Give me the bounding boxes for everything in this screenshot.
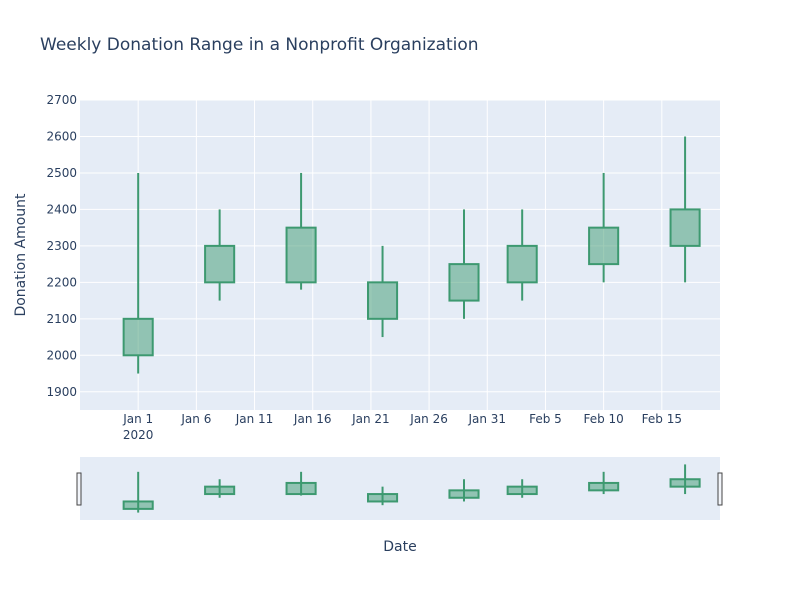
slider-candle — [122, 471, 154, 513]
y-tick-label: 2700 — [46, 93, 77, 107]
y-tick-label: 1900 — [46, 385, 77, 399]
slider-candle — [448, 479, 480, 502]
candles — [122, 136, 701, 374]
slider-candle — [506, 479, 538, 498]
x-tick-label: Feb 5 — [529, 412, 562, 426]
candle-body — [122, 317, 154, 357]
slider-candle-body — [367, 493, 399, 503]
candle[interactable] — [669, 136, 701, 283]
slider-candle-body — [588, 481, 620, 492]
slider-candle-body — [448, 489, 480, 499]
x-tick-label: Jan 31 — [467, 412, 506, 426]
candle-body — [204, 244, 236, 284]
x-tick-label: Jan 1 — [122, 412, 153, 426]
candle-body — [285, 226, 317, 284]
y-tick-label: 2100 — [46, 312, 77, 326]
x-tick-label: Jan 6 — [180, 412, 211, 426]
candle-body — [506, 244, 538, 284]
candle[interactable] — [204, 209, 236, 301]
x-axis-title: Date — [383, 539, 416, 555]
candle-body — [367, 281, 399, 320]
candle[interactable] — [367, 245, 399, 338]
range-slider-right-handle[interactable] — [717, 472, 723, 506]
slider-candle-body — [285, 481, 317, 496]
range-slider[interactable] — [80, 457, 720, 520]
x-tick-label: Feb 10 — [583, 412, 623, 426]
plot-area[interactable] — [80, 100, 720, 410]
y-tick-label: 2300 — [46, 239, 77, 253]
candle[interactable] — [588, 172, 620, 283]
candle-body — [448, 263, 480, 302]
x-tick-label: Jan 16 — [293, 412, 332, 426]
slider-candle — [204, 479, 236, 498]
y-tick-label: 2200 — [46, 275, 77, 289]
candle[interactable] — [448, 209, 480, 319]
candle[interactable] — [506, 209, 538, 301]
x-tick-label: Jan 26 — [409, 412, 448, 426]
chart-title: Weekly Donation Range in a Nonprofit Org… — [40, 35, 479, 55]
y-axis-title: Donation Amount — [13, 193, 29, 317]
slider-candle — [367, 486, 399, 506]
slider-candle-body — [204, 485, 236, 496]
candle[interactable] — [285, 172, 317, 290]
x-tick-label: Jan 11 — [235, 412, 274, 426]
x-tick-label: Jan 21 — [351, 412, 390, 426]
y-tick-label: 2500 — [46, 166, 77, 180]
y-tick-label: 2400 — [46, 202, 77, 216]
slider-candle — [669, 464, 701, 495]
slider-candle-body — [122, 500, 154, 510]
x-tick-sublabel: 2020 — [123, 428, 154, 442]
candle-body — [669, 208, 701, 247]
range-slider-candles — [122, 464, 701, 513]
range-slider-left-handle[interactable] — [76, 472, 82, 506]
slider-candle — [588, 471, 620, 495]
y-tick-label: 2000 — [46, 348, 77, 362]
y-tick-label: 2600 — [46, 129, 77, 143]
slider-candle-body — [506, 485, 538, 496]
candle-body — [588, 226, 620, 266]
slider-candle — [285, 471, 317, 496]
slider-candle-body — [669, 478, 701, 488]
x-tick-label: Feb 15 — [642, 412, 682, 426]
x-axis-ticks: Jan 1 2020 Jan 6 Jan 11 Jan 16 Jan 21 Jan 26 Ja… — [122, 412, 682, 442]
y-axis-ticks: 1900 2000 2100 2200 2300 2400 2500 2600 2700 — [46, 93, 77, 399]
candle[interactable] — [122, 172, 154, 374]
